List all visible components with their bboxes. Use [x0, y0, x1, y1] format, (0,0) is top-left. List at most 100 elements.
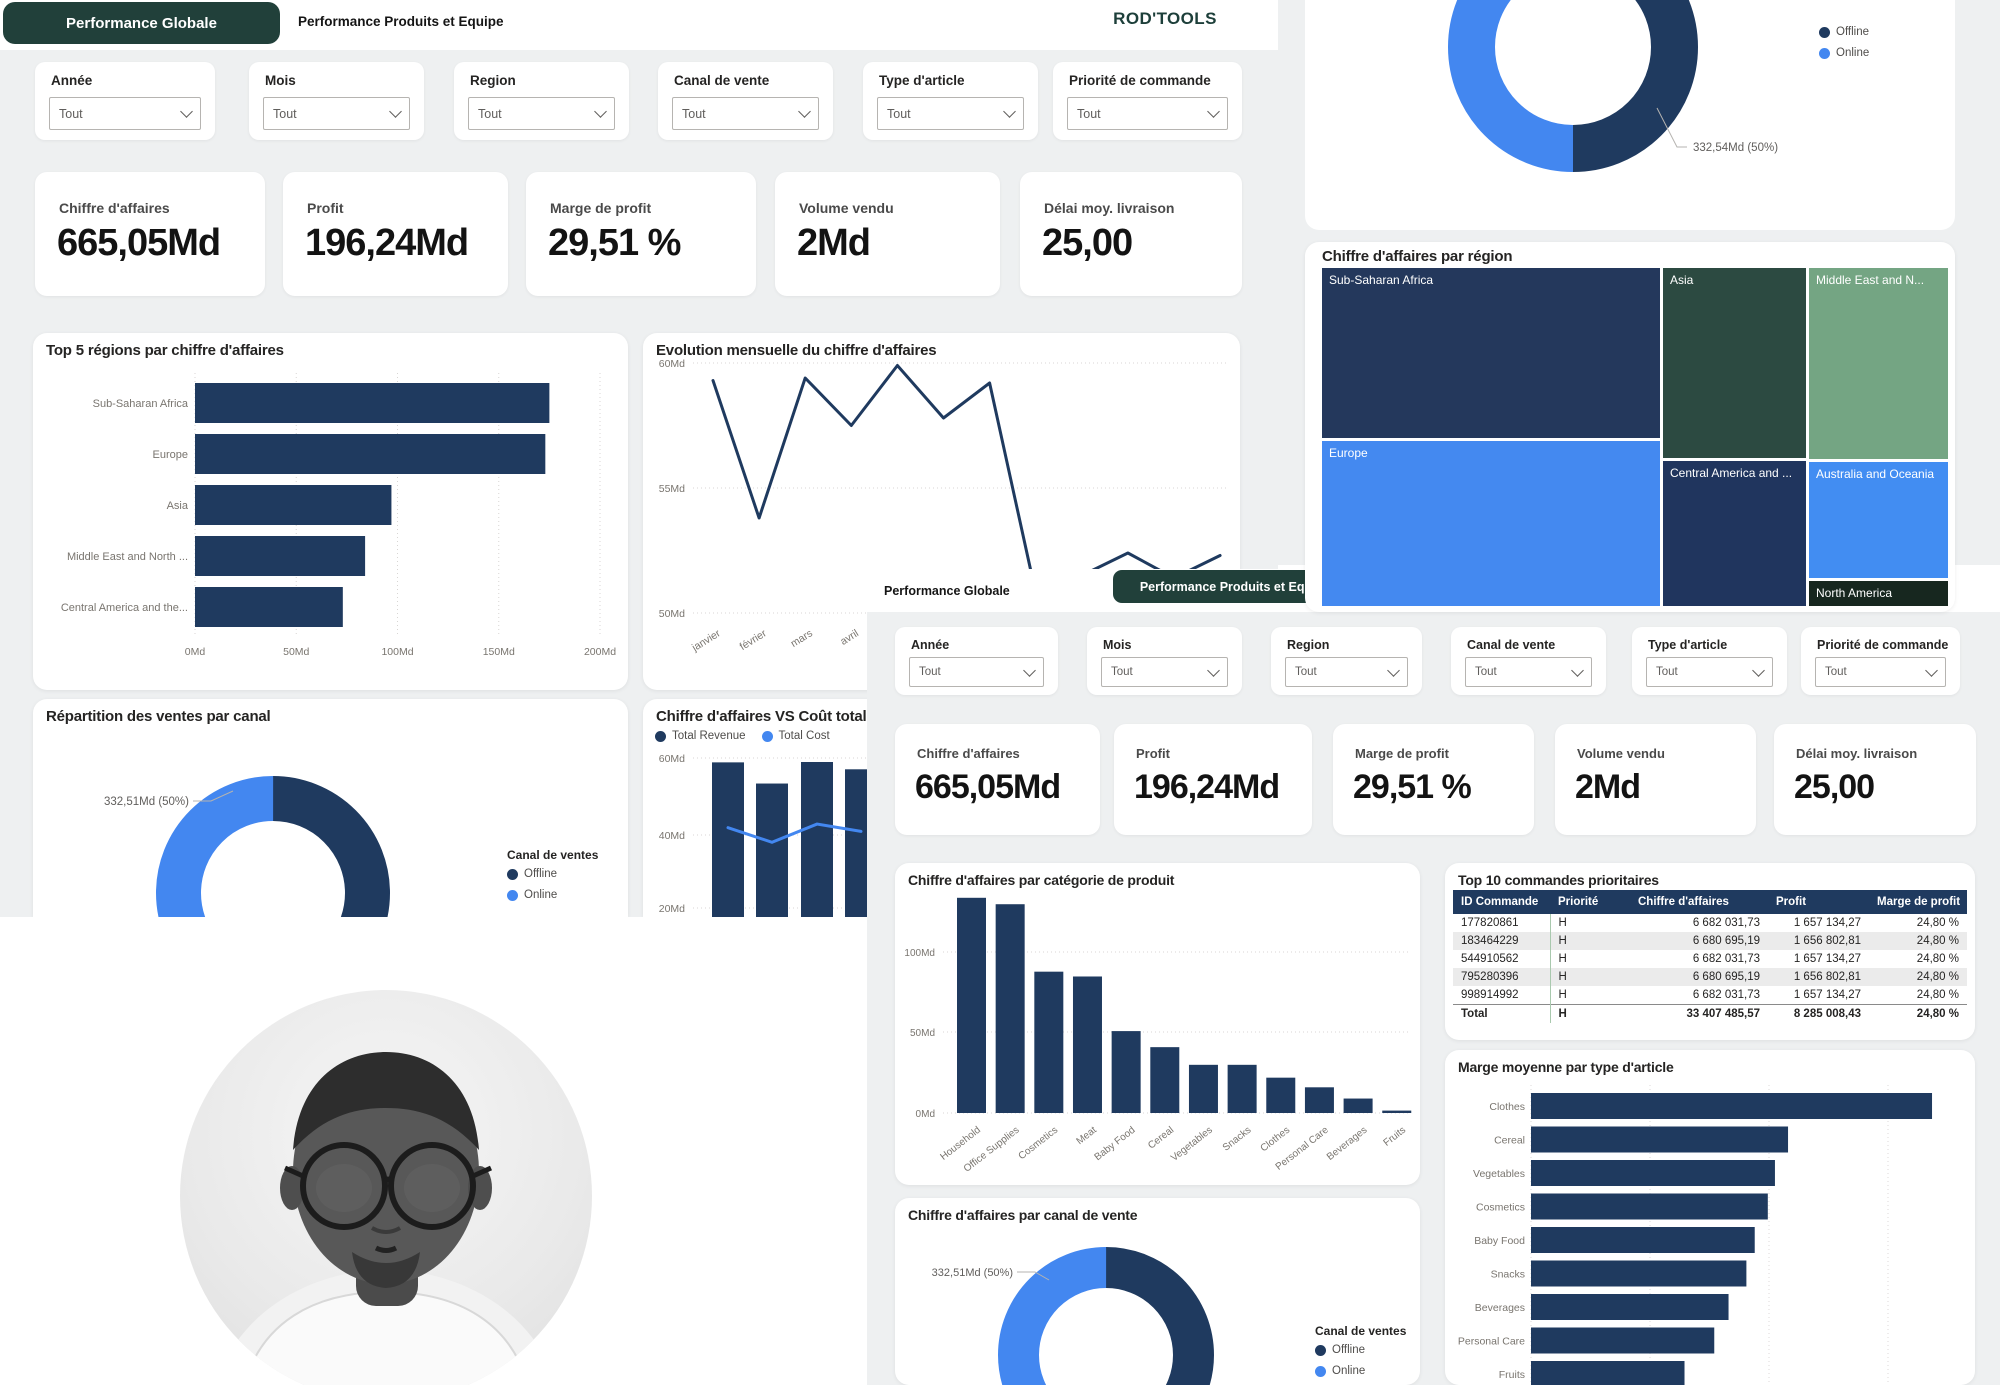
top-regions-chart[interactable]: 0Md 50Md 100Md 150Md 200Md Sub-Saharan Africa…: [33, 363, 628, 690]
svg-text:Personal Care: Personal Care: [1458, 1336, 1525, 1348]
table-row[interactable]: 183464229 H 6 680 695,19 1 656 802,81 24,80 …: [1453, 932, 1967, 950]
svg-text:Vegetables: Vegetables: [1169, 1125, 1215, 1164]
kpi-marge-de-profit: Marge de profit 29,51 %: [526, 172, 756, 296]
treemap-block-europe[interactable]: Europe: [1322, 441, 1660, 606]
col-header-profit[interactable]: Profit: [1768, 890, 1869, 914]
treemap-block-australia-and-oceania[interactable]: Australia and Oceania: [1809, 462, 1948, 578]
table-cell: 8 285 008,43: [1768, 1004, 1869, 1023]
tab-performance-globale-active[interactable]: Performance Globale: [3, 2, 280, 44]
margin-by-type-chart[interactable]: Clothes Cereal Vegetables Cosmetics Baby Foo…: [1445, 1080, 1975, 1385]
revenue-cost-legend: Total Revenue Total Cost: [655, 730, 830, 742]
filter-canal-de-vente: Canal de vente Tout: [1451, 627, 1606, 695]
treemap-block-asia[interactable]: Asia: [1663, 268, 1806, 458]
legend-item-online[interactable]: Online: [1315, 1365, 1406, 1377]
svg-text:Vegetables: Vegetables: [1473, 1168, 1525, 1180]
chevron-down-icon: [798, 105, 811, 118]
filter-dropdown-canal-de-vente[interactable]: Tout: [1465, 657, 1592, 687]
kpi-volume-vendu: Volume vendu 2Md: [1555, 724, 1756, 835]
chevron-down-icon: [1752, 663, 1765, 677]
filter-dropdown-type-d-article[interactable]: Tout: [1646, 657, 1773, 687]
kpi-marge-de-profit: Marge de profit 29,51 %: [1333, 724, 1534, 835]
treemap-block-central-america-and[interactable]: Central America and ...: [1663, 461, 1806, 606]
table-row[interactable]: 998914992 H 6 682 031,73 1 657 134,27 24,80 …: [1453, 986, 1967, 1005]
svg-text:Baby Food: Baby Food: [1093, 1125, 1138, 1163]
table-row[interactable]: 177820861 H 6 682 031,73 1 657 134,27 24,80 …: [1453, 914, 1967, 932]
kpi-label: Profit: [307, 200, 344, 216]
filter-dropdown-ann-e[interactable]: Tout: [49, 97, 201, 130]
card-category-revenue: Chiffre d'affaires par catégorie de prod…: [895, 863, 1420, 1185]
channel-donut-chart[interactable]: 332,54Md (50%): [1305, 0, 1955, 230]
svg-text:Beverages: Beverages: [1475, 1302, 1525, 1314]
filter-dropdown-type-d-article[interactable]: Tout: [877, 97, 1024, 130]
card-channel-donut-fragment: 332,54Md (50%) Offline Online: [1305, 0, 1955, 230]
col-header-marge-de-profit[interactable]: Marge de profit: [1869, 890, 1967, 914]
col-header-chiffre-d-affaires[interactable]: Chiffre d'affaires: [1630, 890, 1768, 914]
legend-item-offline[interactable]: Offline: [1819, 26, 1869, 38]
table-cell: 24,80 %: [1916, 917, 1959, 929]
chart-title: Top 5 régions par chiffre d'affaires: [46, 342, 284, 359]
table-row[interactable]: 795280396 H 6 680 695,19 1 656 802,81 24,80 …: [1453, 968, 1967, 986]
chart-title: Chiffre d'affaires par canal de vente: [908, 1207, 1138, 1223]
dropdown-value: Tout: [1111, 666, 1133, 678]
filter-label: Type d'article: [879, 73, 965, 88]
legend-item-online[interactable]: Online: [1819, 47, 1869, 59]
kpi-profit: Profit 196,24Md: [283, 172, 508, 296]
filter-dropdown-mois[interactable]: Tout: [263, 97, 410, 130]
filter-dropdown-region[interactable]: Tout: [468, 97, 615, 130]
dropdown-value: Tout: [1656, 666, 1678, 678]
legend-label: Total Cost: [778, 730, 830, 742]
svg-text:Snacks: Snacks: [1221, 1125, 1254, 1154]
tab-performance-produits[interactable]: Performance Produits et Equipe: [298, 14, 504, 29]
legend-dot-icon: [507, 868, 518, 880]
svg-text:0Md: 0Md: [916, 1109, 935, 1120]
chart-title: Répartition des ventes par canal: [46, 708, 271, 725]
filter-dropdown-ann-e[interactable]: Tout: [909, 657, 1044, 687]
legend-item-offline[interactable]: Offline: [507, 868, 598, 880]
kpi-label: Délai moy. livraison: [1796, 746, 1918, 761]
channel-donut-chart[interactable]: 332,51Md (50%): [33, 699, 628, 917]
card-top-regions: Top 5 régions par chiffre d'affaires 0Md…: [33, 333, 628, 690]
legend-item-offline[interactable]: Offline: [1315, 1344, 1406, 1356]
priority-orders-table[interactable]: ID Commande Priorité Chiffre d'affaires Pro…: [1453, 890, 1967, 1023]
svg-text:Central America and the...: Central America and the...: [61, 602, 188, 614]
filter-label: Priorité de commande: [1817, 638, 1949, 652]
legend-item-total-revenue[interactable]: Total Revenue: [655, 730, 746, 742]
table-title: Top 10 commandes prioritaires: [1458, 872, 1659, 888]
col-header-priorit[interactable]: Priorité: [1550, 890, 1630, 914]
svg-text:Clothes: Clothes: [1259, 1125, 1292, 1155]
legend-item-total-cost[interactable]: Total Cost: [761, 730, 830, 742]
svg-text:Asia: Asia: [167, 500, 189, 512]
table-cell: 6 680 695,19: [1630, 932, 1768, 950]
chevron-down-icon: [1003, 105, 1016, 118]
legend-item-online[interactable]: Online: [507, 889, 598, 901]
svg-text:Cereal: Cereal: [1146, 1125, 1176, 1152]
svg-text:Europe: Europe: [153, 449, 188, 461]
filter-dropdown-canal-de-vente[interactable]: Tout: [672, 97, 819, 130]
legend-label: Total Revenue: [672, 730, 746, 742]
legend-dot-icon: [507, 889, 518, 901]
svg-text:50Md: 50Md: [910, 1028, 935, 1039]
treemap-block-middle-east-and-n[interactable]: Middle East and N...: [1809, 268, 1948, 459]
table-cell: 177820861: [1461, 917, 1519, 929]
treemap-label: North America: [1816, 586, 1893, 600]
channel-donut-chart[interactable]: 332,51Md (50%): [895, 1198, 1420, 1385]
treemap-block-sub-saharan-africa[interactable]: Sub-Saharan Africa: [1322, 268, 1660, 438]
col-header-id-commande[interactable]: ID Commande: [1453, 890, 1550, 914]
tab-performance-globale[interactable]: Performance Globale: [884, 584, 1010, 598]
table-cell: H: [1549, 986, 1630, 1005]
table-cell: Total: [1453, 1004, 1550, 1023]
dropdown-value: Tout: [478, 106, 502, 121]
filter-dropdown-priorit-de-commande[interactable]: Tout: [1815, 657, 1946, 687]
chevron-down-icon: [1387, 663, 1400, 677]
treemap-block-north-america[interactable]: North America: [1809, 581, 1948, 606]
svg-text:40Md: 40Md: [659, 830, 685, 842]
kpi-label: Volume vendu: [799, 200, 894, 216]
kpi-label: Marge de profit: [1355, 746, 1449, 761]
filter-dropdown-mois[interactable]: Tout: [1101, 657, 1228, 687]
table-cell: 24,80 %: [1869, 932, 1967, 950]
table-row[interactable]: 544910562 H 6 682 031,73 1 657 134,27 24,80 …: [1453, 950, 1967, 968]
filter-dropdown-priorit-de-commande[interactable]: Tout: [1067, 97, 1228, 130]
dropdown-value: Tout: [1295, 666, 1317, 678]
filter-dropdown-region[interactable]: Tout: [1285, 657, 1408, 687]
